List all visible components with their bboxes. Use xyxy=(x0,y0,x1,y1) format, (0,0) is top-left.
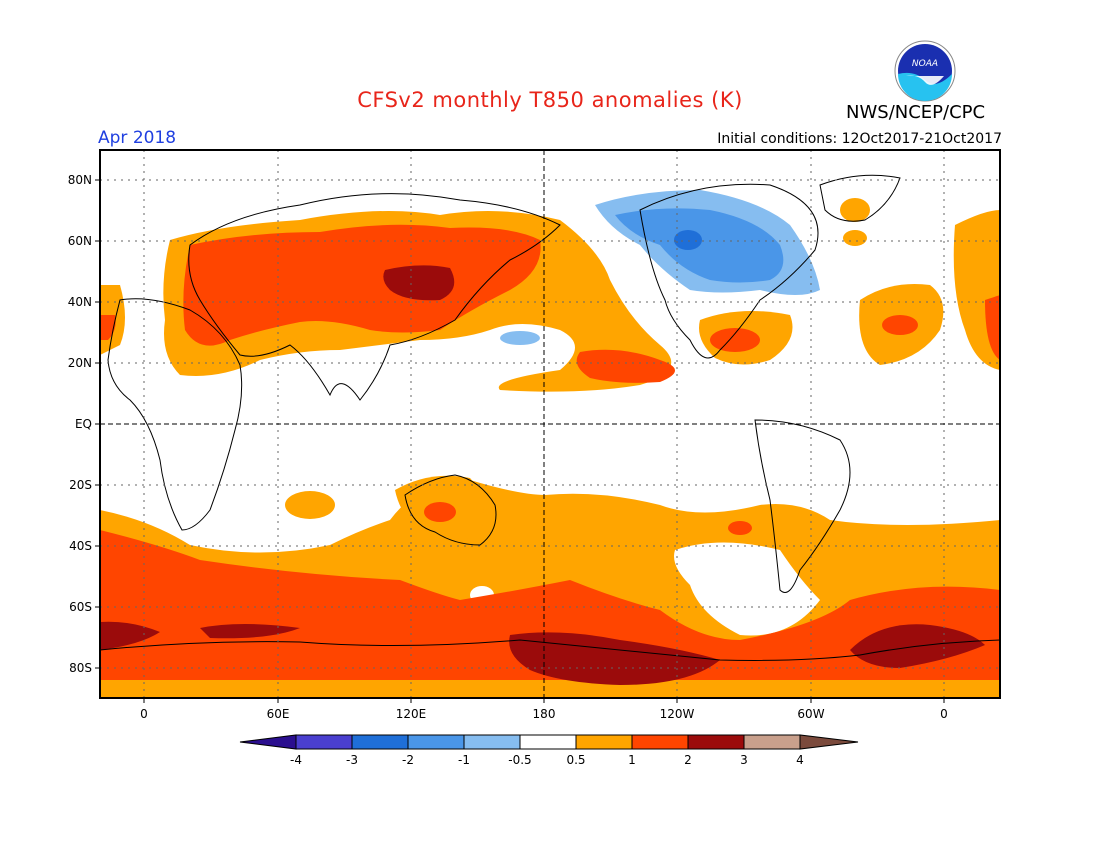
svg-text:NOAA: NOAA xyxy=(912,59,938,69)
anomaly-region-antarctic-darkred-1 xyxy=(100,621,160,650)
lon-label: 60E xyxy=(267,707,290,721)
anomaly-region-mongolia-darkred xyxy=(383,265,455,301)
forecast-month: Apr 2018 xyxy=(98,128,177,148)
lon-label: 0 xyxy=(940,707,948,721)
coastline-africa xyxy=(107,298,243,531)
coastline-australia xyxy=(404,474,497,546)
agency-label: NWS/NCEP/CPC xyxy=(846,102,986,123)
lat-label: 20S xyxy=(69,478,92,492)
anomaly-region-australia-red xyxy=(424,502,456,522)
lon-label: 120W xyxy=(660,707,695,721)
lat-label: EQ xyxy=(75,417,92,431)
coastline-greenland xyxy=(819,174,901,222)
anomaly-region-antarctic-darkred-3 xyxy=(509,632,720,685)
anomaly-region-atlantic-red xyxy=(882,315,918,335)
anomaly-region-pacific-lightblue xyxy=(500,331,540,345)
tick-marks xyxy=(95,179,945,703)
colorbar-swatch xyxy=(631,734,689,750)
anomaly-region-europe-red xyxy=(985,295,1000,360)
colorbar-swatch xyxy=(239,734,297,750)
colorbar-label: -2 xyxy=(402,753,414,767)
colorbar-swatch xyxy=(407,734,465,750)
anomaly-region-greenland-orange-2 xyxy=(843,230,867,246)
lon-label: 0 xyxy=(140,707,148,721)
colorbar-label: 0.5 xyxy=(566,753,585,767)
colorbar-swatch xyxy=(575,734,633,750)
lat-label: 80S xyxy=(69,661,92,675)
colorbar-label: -1 xyxy=(458,753,470,767)
colorbar-labels: -4 -3 -2 -1 -0.5 0.5 1 2 3 4 xyxy=(290,753,804,767)
colorbar xyxy=(239,734,859,750)
colorbar-swatch xyxy=(463,734,521,750)
latitude-labels: 80N 60N 40N 20N EQ 20S 40S 60S 80S xyxy=(68,173,92,675)
anomaly-region-antarctic-darkred-2 xyxy=(200,624,300,639)
lat-label: 20N xyxy=(68,356,92,370)
anomaly-region-pacific-red xyxy=(576,349,675,383)
coastline-eurasia xyxy=(188,193,561,401)
anomaly-region-greenland-orange xyxy=(840,198,870,222)
colorbar-label: 2 xyxy=(684,753,692,767)
colorbar-swatch xyxy=(295,734,353,750)
colorbar-swatch xyxy=(687,734,745,750)
coastline-south-america xyxy=(754,419,851,593)
lon-label: 60W xyxy=(797,707,824,721)
lat-label: 80N xyxy=(68,173,92,187)
longitude-labels: 0 60E 120E 180 120W 60W 0 xyxy=(140,707,948,721)
chart-title: CFSv2 monthly T850 anomalies (K) xyxy=(357,88,743,112)
anomaly-region-usa-red xyxy=(710,328,760,352)
colorbar-swatch xyxy=(519,734,577,750)
lon-label: 180 xyxy=(533,707,556,721)
lat-label: 40S xyxy=(69,539,92,553)
anomaly-region-southpacific-red xyxy=(728,521,752,535)
colorbar-label: 3 xyxy=(740,753,748,767)
colorbar-label: -3 xyxy=(346,753,358,767)
lat-label: 60S xyxy=(69,600,92,614)
anomaly-region-eurasia-red xyxy=(183,224,541,346)
anomaly-region-indian-orange xyxy=(285,491,335,519)
lat-label: 40N xyxy=(68,295,92,309)
lon-label: 120E xyxy=(396,707,427,721)
anomaly-region-canada-darkblue xyxy=(674,230,702,250)
equator-dateline xyxy=(100,150,1000,698)
colorbar-swatch xyxy=(799,734,859,750)
colorbar-label: -0.5 xyxy=(508,753,531,767)
anomaly-region-south-red xyxy=(100,530,1000,680)
gridlines xyxy=(100,150,1000,698)
colorbar-swatch xyxy=(351,734,409,750)
lat-label: 60N xyxy=(68,234,92,248)
anomaly-gap-south-pacific xyxy=(674,542,820,636)
colorbar-swatch xyxy=(743,734,801,750)
coastline-antarctica xyxy=(100,639,1000,661)
coastlines xyxy=(100,174,1000,661)
coastline-north-america xyxy=(639,183,819,359)
initial-conditions: Initial conditions: 12Oct2017-21Oct2017 xyxy=(717,131,1002,147)
colorbar-label: 4 xyxy=(796,753,804,767)
noaa-logo: NOAA xyxy=(894,40,956,102)
colorbar-label: 1 xyxy=(628,753,636,767)
colorbar-label: -4 xyxy=(290,753,302,767)
